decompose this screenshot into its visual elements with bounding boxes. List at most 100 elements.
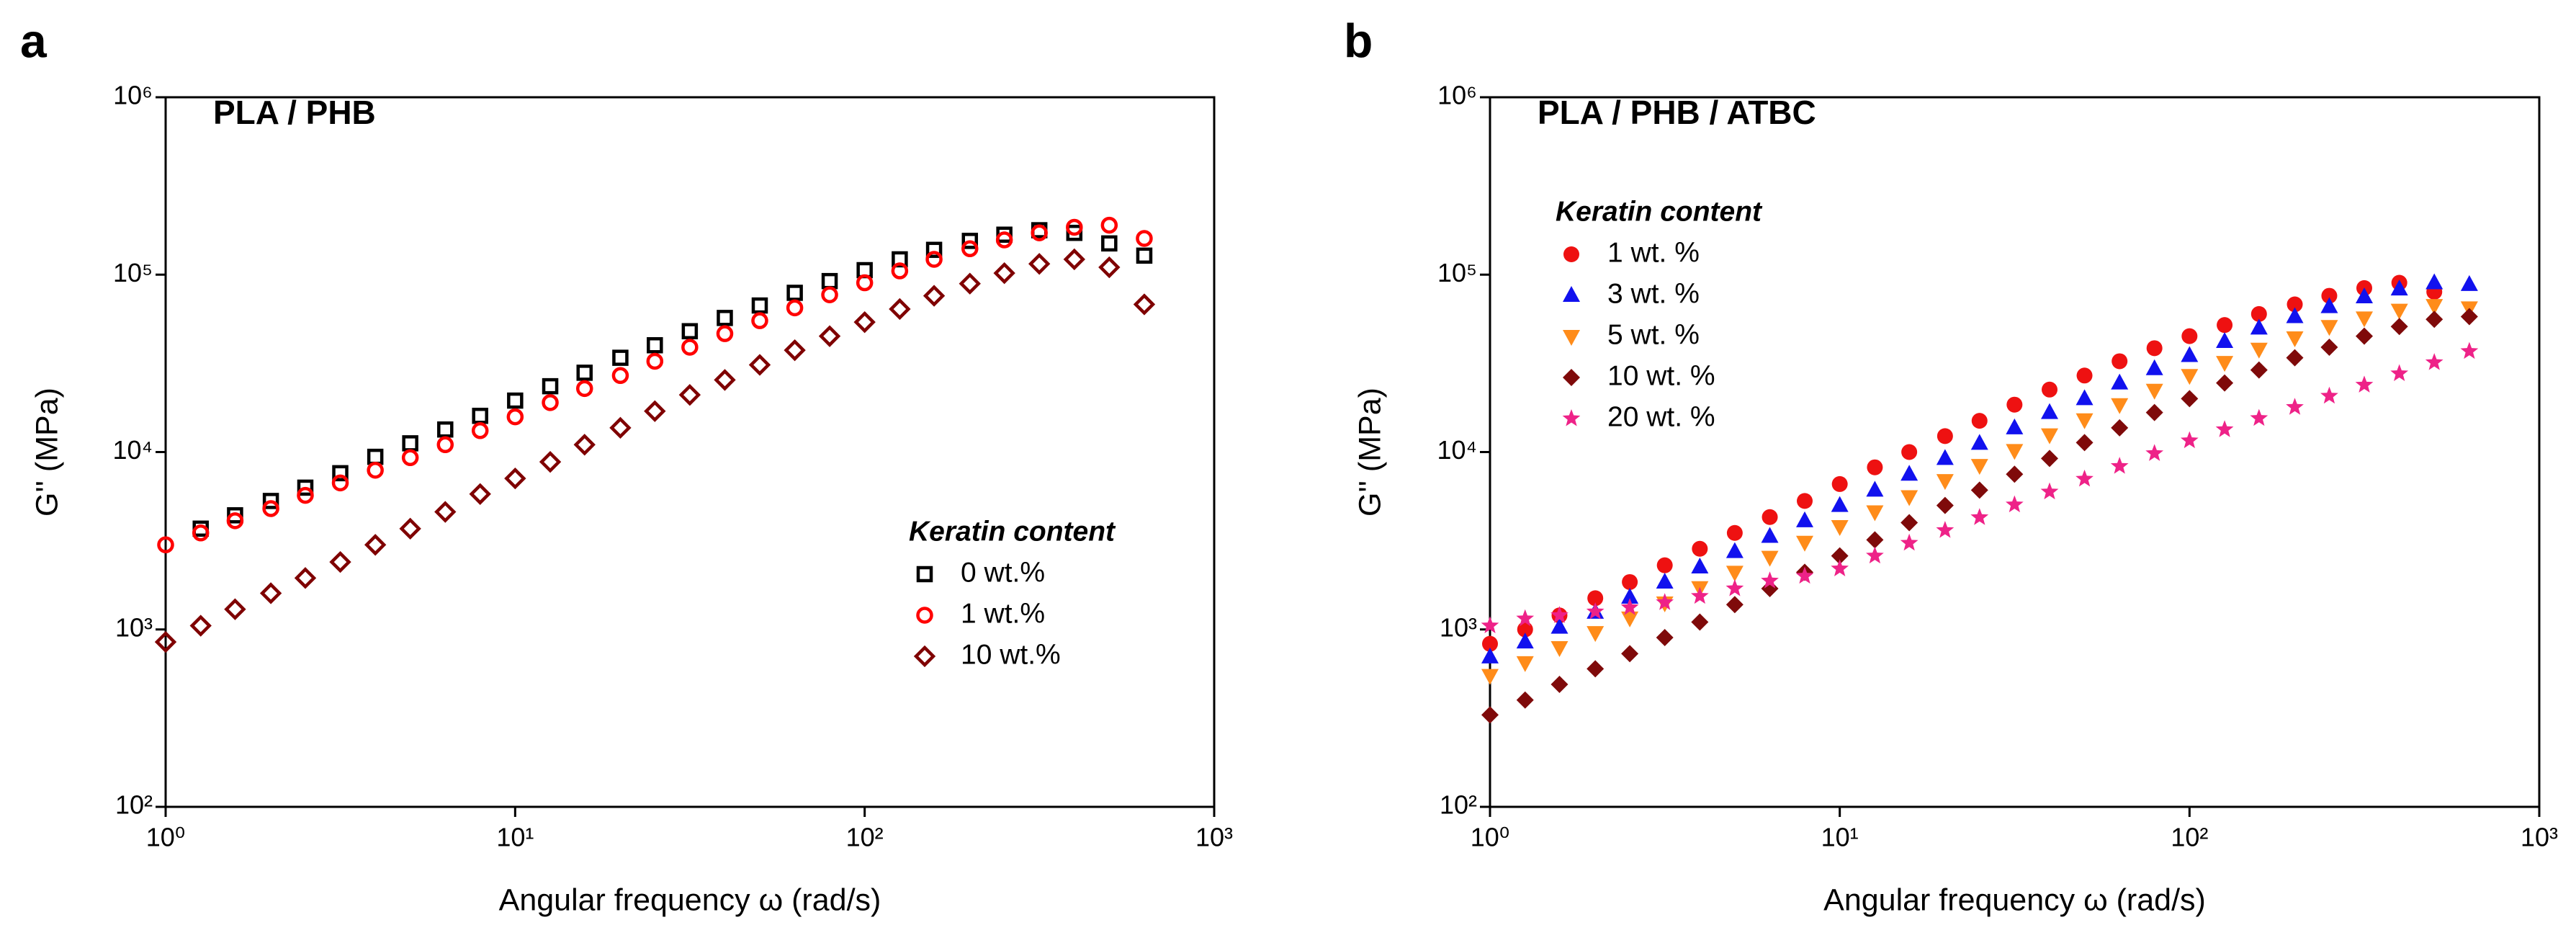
marker — [2320, 320, 2338, 336]
marker — [2111, 398, 2129, 414]
marker — [891, 262, 909, 280]
marker — [471, 422, 489, 439]
marker — [1482, 635, 1498, 652]
marker — [2111, 419, 2129, 437]
marker — [1031, 224, 1048, 242]
marker — [2250, 305, 2267, 322]
legend-label: 1 wt.% — [961, 598, 1045, 629]
marker — [437, 421, 454, 438]
legend-title: Keratin content — [909, 516, 1116, 547]
marker — [1656, 629, 1674, 647]
marker — [2042, 381, 2058, 398]
marker — [1517, 621, 1533, 638]
marker — [923, 285, 946, 307]
x-tick-label: 10² — [2171, 823, 2208, 852]
marker — [576, 365, 593, 381]
marker — [1725, 596, 1743, 614]
marker — [961, 240, 979, 258]
marker — [2356, 311, 2374, 328]
marker — [2250, 408, 2268, 426]
x-tick-label: 10³ — [2521, 823, 2558, 852]
marker — [1656, 557, 1673, 573]
marker — [1796, 535, 1814, 552]
marker — [1481, 647, 1499, 663]
marker — [1762, 509, 1778, 525]
marker — [1761, 571, 1779, 589]
marker — [1587, 660, 1605, 678]
marker — [2145, 383, 2163, 400]
legend-label: 3 wt. % — [1607, 278, 1700, 309]
marker — [681, 339, 699, 356]
marker — [644, 400, 666, 422]
marker — [892, 251, 908, 268]
marker — [575, 380, 593, 398]
marker — [367, 448, 384, 465]
marker — [1900, 490, 1918, 506]
marker — [154, 630, 177, 653]
marker — [2110, 457, 2129, 474]
marker — [714, 369, 736, 391]
marker — [717, 310, 733, 326]
marker — [1028, 253, 1051, 275]
marker — [2320, 386, 2338, 404]
y-axis-label: G'' (MPa) — [30, 388, 64, 517]
marker — [1725, 579, 1744, 596]
marker — [1937, 428, 1953, 444]
marker — [1133, 293, 1156, 316]
marker — [2180, 431, 2199, 449]
marker — [2425, 353, 2443, 370]
marker — [2390, 303, 2408, 320]
marker — [506, 408, 524, 426]
marker — [1621, 645, 1639, 663]
marker — [1481, 669, 1499, 685]
marker — [1656, 572, 1674, 589]
marker — [1622, 573, 1638, 590]
marker — [542, 394, 559, 411]
marker — [2006, 444, 2024, 460]
marker — [1481, 706, 1499, 724]
marker — [612, 349, 629, 366]
panel-label: b — [1344, 14, 1373, 67]
marker — [2181, 346, 2199, 362]
marker — [856, 274, 874, 292]
marker — [2425, 299, 2443, 316]
marker — [1586, 602, 1605, 620]
marker — [1971, 413, 1988, 429]
x-tick-label: 10⁰ — [146, 823, 185, 852]
marker — [925, 251, 943, 268]
panel-label: a — [20, 14, 48, 67]
y-tick-label: 10⁴ — [1437, 435, 1477, 465]
marker — [889, 298, 911, 321]
marker — [331, 474, 349, 492]
marker — [1970, 481, 1988, 499]
marker — [1516, 691, 1534, 709]
marker — [1936, 449, 1954, 465]
marker — [2286, 331, 2304, 348]
marker — [1867, 459, 1883, 475]
marker — [2217, 317, 2233, 334]
marker — [2006, 465, 2024, 483]
marker — [2390, 318, 2408, 336]
marker — [1900, 514, 1918, 532]
marker — [2250, 318, 2268, 335]
marker — [1691, 613, 1709, 631]
marker — [751, 312, 768, 329]
marker — [1725, 566, 1743, 582]
marker — [748, 354, 771, 376]
marker — [609, 416, 632, 439]
marker — [1587, 590, 1604, 607]
marker — [1620, 598, 1639, 615]
marker — [1550, 606, 1569, 623]
marker — [1066, 218, 1083, 236]
marker — [925, 241, 943, 259]
marker — [1692, 540, 1708, 557]
y-tick-label: 10⁴ — [112, 435, 153, 465]
marker — [2146, 340, 2163, 357]
marker — [2460, 341, 2479, 359]
marker — [646, 352, 664, 370]
marker — [2356, 287, 2374, 304]
marker — [1563, 369, 1580, 386]
marker — [961, 233, 979, 249]
legend-label: 0 wt.% — [961, 557, 1045, 588]
marker — [364, 534, 387, 556]
